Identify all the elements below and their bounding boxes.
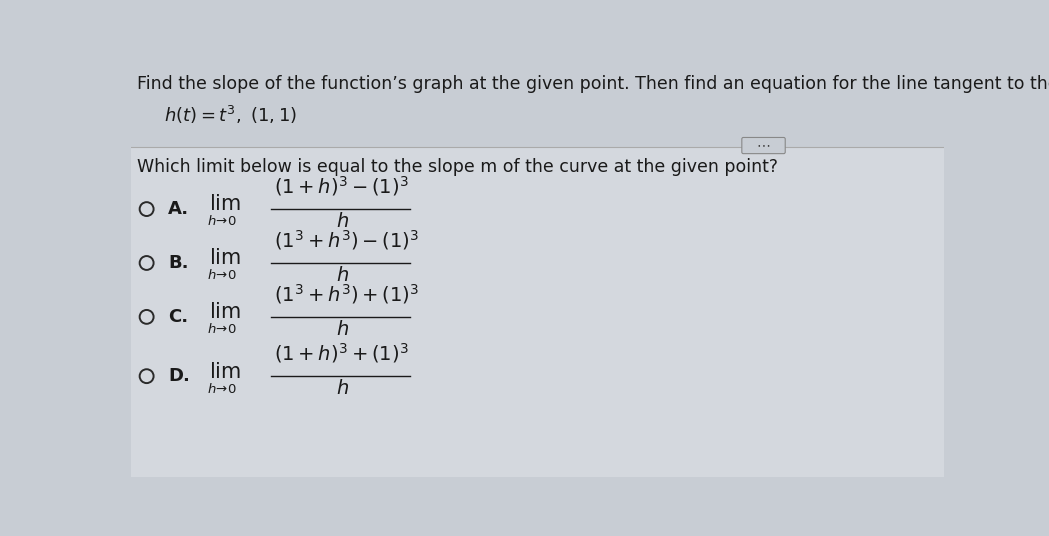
Text: $(1 + h)^{3} - (1)^{3}$: $(1 + h)^{3} - (1)^{3}$ [275,174,409,198]
Text: D.: D. [168,367,190,385]
Text: A.: A. [168,200,190,218]
Bar [131,64,944,147]
Text: $\lim$: $\lim$ [209,362,240,382]
Text: $h$: $h$ [336,320,349,339]
Text: $(1 + h)^{3} + (1)^{3}$: $(1 + h)^{3} + (1)^{3}$ [275,341,409,366]
Text: $h\!\rightarrow\!0$: $h\!\rightarrow\!0$ [207,322,237,336]
Text: $(1^{3} + h^{3}) + (1)^{3}$: $(1^{3} + h^{3}) + (1)^{3}$ [275,282,420,306]
Text: $h\!\rightarrow\!0$: $h\!\rightarrow\!0$ [207,269,237,282]
Text: $h\!\rightarrow\!0$: $h\!\rightarrow\!0$ [207,214,237,228]
Text: $h$: $h$ [336,266,349,285]
Text: $h$: $h$ [336,212,349,231]
Text: Find the slope of the function’s graph at the given point. Then find an equation: Find the slope of the function’s graph a… [137,75,1049,93]
Text: $h(t) = t^{3},\ (1,1)$: $h(t) = t^{3},\ (1,1)$ [164,105,297,126]
Bar [131,147,944,477]
Text: $\lim$: $\lim$ [209,195,240,214]
Text: $h\!\rightarrow\!0$: $h\!\rightarrow\!0$ [207,382,237,396]
Text: $\lim$: $\lim$ [209,248,240,269]
FancyBboxPatch shape [742,137,786,154]
Text: B.: B. [168,254,189,272]
Text: Which limit below is equal to the slope m of the curve at the given point?: Which limit below is equal to the slope … [137,158,778,176]
Text: $\lim$: $\lim$ [209,302,240,322]
Text: $(1^{3} + h^{3}) - (1)^{3}$: $(1^{3} + h^{3}) - (1)^{3}$ [275,228,420,252]
Text: C.: C. [168,308,189,326]
Text: $h$: $h$ [336,379,349,398]
Text: ⋯: ⋯ [756,138,770,153]
